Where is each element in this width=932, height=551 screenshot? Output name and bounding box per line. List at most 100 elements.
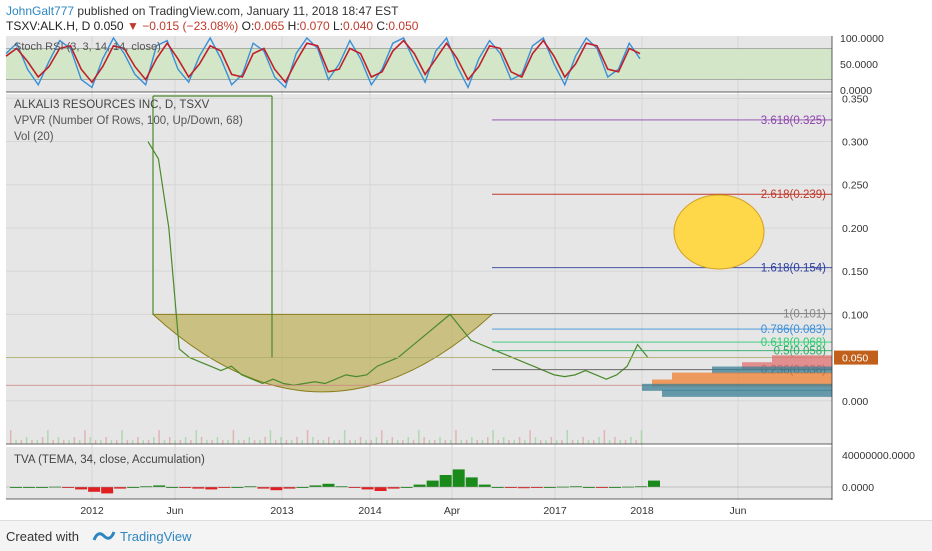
volume-bar bbox=[566, 430, 568, 444]
volume-bar bbox=[126, 440, 129, 444]
volume-bar bbox=[465, 440, 468, 444]
tva-ytick: 0.0000 bbox=[842, 482, 874, 494]
volume-bar bbox=[534, 437, 537, 444]
ohlc-open: O:0.065 bbox=[241, 19, 285, 33]
volume-bar bbox=[290, 440, 293, 444]
stoch-ytick: 100.0000 bbox=[840, 33, 884, 45]
volume-bar bbox=[269, 430, 272, 444]
time-axis-label: 2017 bbox=[543, 505, 567, 517]
price-ytick: 0.300 bbox=[842, 137, 868, 149]
tva-bar bbox=[361, 487, 374, 490]
tva-bar bbox=[491, 487, 504, 488]
volume-bar bbox=[20, 440, 23, 444]
volume-bar bbox=[31, 440, 33, 444]
price-title: ALKALI3 RESOURCES INC, D, TSXV bbox=[14, 99, 210, 111]
tva-bar bbox=[283, 487, 296, 489]
footer-bar: Created with TradingView bbox=[0, 520, 932, 551]
volume-bar bbox=[89, 437, 91, 444]
tva-bar bbox=[465, 477, 478, 487]
down-arrow-icon: ▼ bbox=[126, 19, 139, 33]
tva-bar bbox=[322, 483, 335, 487]
volume-bar bbox=[47, 430, 49, 444]
chart-canvas[interactable]: Stoch RSI (3, 3, 14, 14, close) 100.0000 5… bbox=[0, 0, 932, 520]
volume-bar bbox=[423, 437, 425, 444]
cup-shape bbox=[151, 313, 494, 393]
author-link[interactable]: JohnGalt777 bbox=[6, 4, 75, 18]
tva-bar bbox=[582, 487, 595, 488]
volume-bar bbox=[614, 437, 616, 444]
volume-bar bbox=[280, 437, 282, 444]
volume-bar bbox=[15, 440, 17, 444]
vol-title: Vol (20) bbox=[14, 131, 54, 143]
volume-bar bbox=[540, 440, 542, 444]
volume-bar bbox=[216, 437, 219, 444]
vpvr-bar bbox=[652, 379, 832, 387]
volume-bar bbox=[343, 430, 346, 444]
price-ytick: 0.150 bbox=[842, 266, 868, 278]
sun-circle bbox=[673, 194, 765, 270]
volume-bar bbox=[190, 440, 192, 444]
volume-bar bbox=[184, 437, 187, 444]
volume-bar bbox=[68, 440, 70, 444]
tva-bar bbox=[648, 480, 660, 487]
volume-bar bbox=[206, 440, 208, 444]
tva-bar bbox=[387, 487, 400, 489]
price-ytick: 0.000 bbox=[842, 396, 868, 408]
volume-bar bbox=[608, 440, 611, 444]
volume-bar bbox=[312, 437, 314, 444]
created-with-text: Created with bbox=[6, 529, 79, 544]
tva-bar bbox=[127, 487, 140, 488]
volume-bar bbox=[386, 440, 388, 444]
volume-bar bbox=[169, 437, 171, 444]
volume-bar bbox=[131, 440, 134, 444]
volume-bar bbox=[158, 430, 160, 444]
ohlc-low: L:0.040 bbox=[333, 19, 374, 33]
volume-bar bbox=[524, 440, 526, 444]
ohlc-close: C:0.050 bbox=[376, 19, 419, 33]
volume-bar bbox=[153, 437, 155, 444]
volume-bar bbox=[301, 440, 303, 444]
volume-bar bbox=[508, 440, 510, 444]
volume-bar bbox=[195, 430, 197, 444]
volume-bar bbox=[163, 440, 166, 444]
volume-bar bbox=[455, 430, 457, 444]
vpvr-bar bbox=[712, 366, 832, 374]
volume-bar bbox=[227, 440, 229, 444]
volume-bar bbox=[36, 440, 38, 444]
volume-bar bbox=[598, 437, 600, 444]
vpvr-bar bbox=[662, 389, 832, 397]
price-axis-bg bbox=[832, 36, 932, 520]
tva-bar bbox=[608, 487, 621, 488]
volume-bar bbox=[110, 440, 113, 444]
ohlc-high: H:0.070 bbox=[287, 19, 330, 33]
volume-bar bbox=[63, 440, 65, 444]
volume-bar bbox=[259, 440, 261, 444]
last-price-tag: 0.050 bbox=[842, 353, 868, 365]
tva-bar bbox=[166, 487, 179, 488]
symbol-line: TSXV:ALK.H, D 0.050 ▼ −0.015 (−23.08%) O… bbox=[6, 19, 418, 33]
volume-bar bbox=[571, 440, 574, 444]
volume-bar bbox=[174, 440, 176, 444]
time-axis-label: 2012 bbox=[80, 505, 104, 517]
tva-bar bbox=[504, 487, 517, 488]
vpvr-bar bbox=[772, 355, 832, 363]
tva-bar bbox=[36, 487, 49, 488]
volume-bar bbox=[587, 440, 590, 444]
volume-bar bbox=[561, 440, 563, 444]
tva-bar bbox=[218, 487, 231, 488]
volume-bar bbox=[513, 440, 515, 444]
tva-bar bbox=[517, 487, 530, 489]
volume-bar bbox=[582, 437, 584, 444]
volume-bar bbox=[418, 430, 420, 444]
tva-title: TVA (TEMA, 34, close, Accumulation) bbox=[14, 454, 205, 466]
tradingview-brand-link[interactable]: TradingView bbox=[120, 529, 192, 544]
volume-bar bbox=[354, 440, 356, 444]
volume-bar bbox=[121, 430, 123, 444]
volume-bar bbox=[52, 440, 54, 444]
volume-bar bbox=[577, 440, 579, 444]
tva-bar bbox=[413, 484, 426, 487]
fib-label: 0.618(0.068) bbox=[761, 337, 826, 349]
tva-bar bbox=[114, 487, 127, 489]
tva-bar bbox=[23, 487, 36, 488]
time-axis-label: Jun bbox=[730, 505, 747, 517]
